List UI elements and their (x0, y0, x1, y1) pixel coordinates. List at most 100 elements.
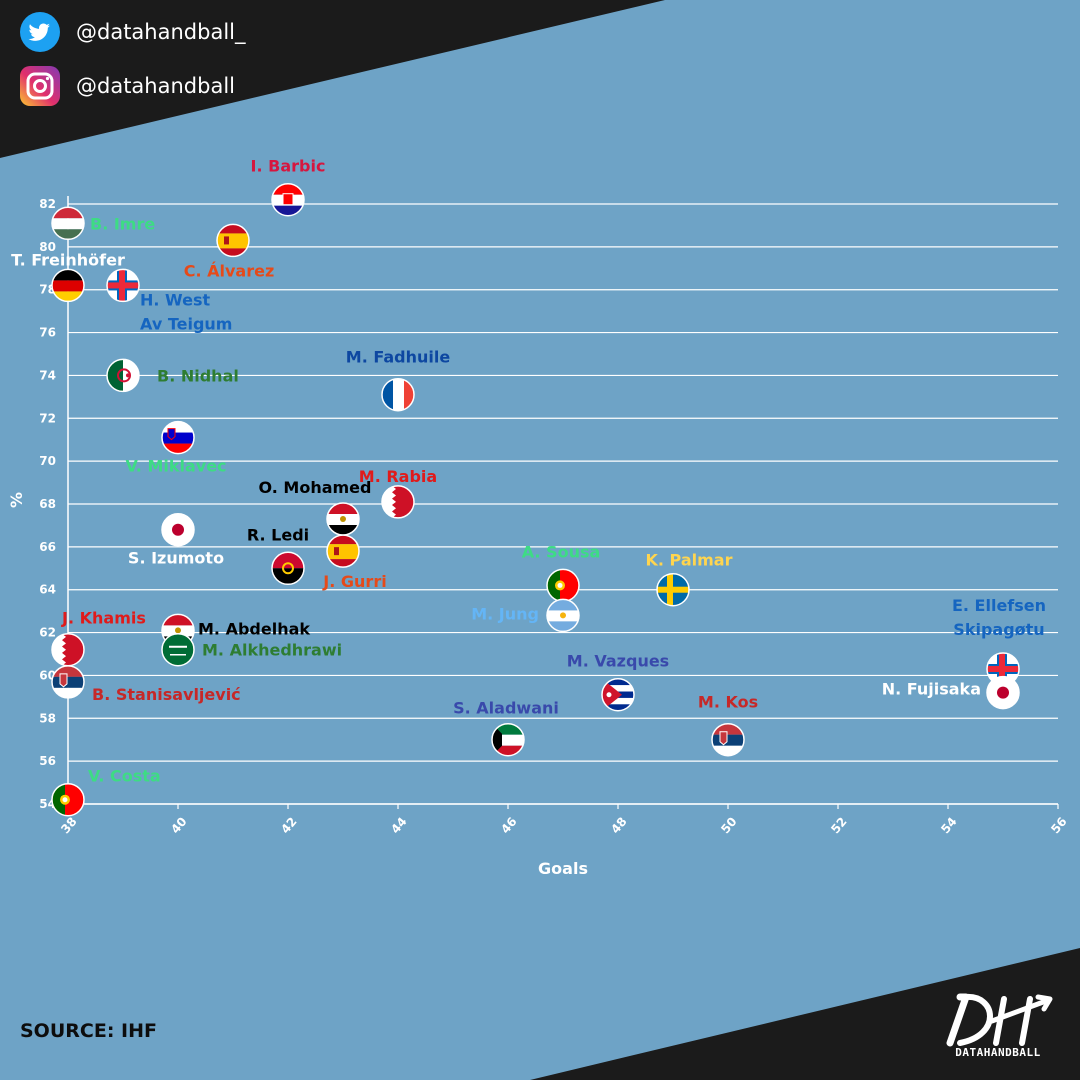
slovenia-flag-icon (162, 421, 194, 454)
player-point[interactable] (381, 485, 415, 519)
argentina-flag-icon (547, 599, 579, 632)
y-tick-label: 64 (39, 583, 56, 597)
player-point[interactable] (106, 268, 140, 303)
player-point[interactable] (51, 632, 85, 667)
grid-lines (68, 203, 1058, 805)
point-label: A. Sousa (522, 542, 601, 561)
point-label: N. Fujisaka (882, 680, 981, 699)
point-label: E. Ellefsen Skipagøtu (952, 596, 1046, 639)
point-label: B. Stanisavljević (92, 685, 241, 704)
datahandball-dh-logo[interactable] (938, 985, 1058, 1060)
player-point[interactable] (491, 722, 525, 757)
twitter-handle: @datahandball_ (76, 20, 246, 44)
point-label: V. Miklavec (125, 457, 226, 476)
angola-flag-icon (272, 552, 304, 585)
point-label: S. Aladwani (453, 699, 559, 718)
instagram-handle: @datahandball (76, 74, 235, 98)
x-tick-label: 40 (168, 815, 189, 837)
bahrain-flag-icon (52, 633, 84, 666)
point-label: S. Izumoto (128, 549, 224, 568)
japan-flag-icon (162, 513, 194, 546)
twitter-bird-icon (20, 12, 60, 52)
x-tick-label: 46 (498, 815, 519, 837)
source-note: SOURCE: IHF (20, 1020, 157, 1042)
player-point[interactable] (106, 358, 140, 393)
spain-flag-icon (327, 535, 359, 568)
portugal-flag-icon (547, 569, 579, 602)
egypt-flag-icon (327, 503, 359, 535)
hungary-flag-icon (52, 207, 84, 240)
point-label: M. Fadhuile (346, 348, 451, 367)
point-label: K. Palmar (646, 551, 733, 570)
player-point[interactable] (161, 632, 195, 667)
y-tick-label: 68 (39, 497, 56, 511)
y-tick-label: 82 (39, 197, 56, 211)
player-point[interactable] (216, 223, 250, 258)
player-point[interactable] (51, 268, 85, 303)
player-point[interactable] (601, 677, 635, 712)
y-tick-label: 56 (39, 754, 56, 768)
player-point[interactable] (711, 722, 745, 757)
x-tick-label: 44 (388, 815, 409, 837)
point-label: J. Khamis (61, 609, 146, 628)
player-point[interactable] (161, 512, 195, 547)
y-axis-title: % (7, 492, 26, 508)
point-label: B. Nidhal (157, 366, 239, 385)
y-tick-label: 58 (39, 711, 56, 725)
point-label: I. Barbic (251, 157, 326, 176)
instagram-handle-row[interactable]: @datahandball (20, 66, 235, 106)
x-tick-label: 54 (938, 815, 959, 837)
portugal-flag-icon (52, 783, 84, 816)
player-point[interactable] (326, 502, 360, 536)
x-tick-label: 52 (828, 815, 849, 837)
x-tick-label: 50 (718, 815, 739, 837)
faroe-flag-icon (107, 269, 139, 302)
serbia-flag-icon (52, 665, 84, 698)
player-point[interactable] (51, 665, 85, 699)
saudi-flag-icon (162, 633, 194, 666)
player-point[interactable] (986, 675, 1020, 710)
player-point[interactable] (381, 377, 415, 412)
algeria-flag-icon (107, 359, 139, 392)
player-point[interactable] (546, 568, 580, 603)
top-left-corner-band (0, 0, 665, 158)
point-label: C. Álvarez (184, 261, 275, 280)
player-point[interactable] (51, 206, 85, 241)
y-tick-label: 80 (39, 240, 56, 254)
data-points: I. Barbic B. Imre C. Álvarez T. Freinhöfer H… (11, 157, 1046, 817)
player-point[interactable] (271, 182, 305, 217)
point-label: M. Kos (698, 693, 758, 712)
point-label: R. Ledi (247, 525, 309, 544)
bahrain-flag-icon (382, 485, 414, 518)
cuba-flag-icon (602, 678, 634, 711)
point-label: V. Costa (88, 767, 161, 786)
germany-flag-icon (52, 269, 84, 302)
spain-flag-icon (217, 224, 249, 257)
instagram-icon (20, 66, 60, 106)
point-label: M. Rabia (359, 467, 437, 486)
player-point[interactable] (271, 551, 305, 586)
player-point[interactable] (161, 420, 195, 455)
serbia-flag-icon (712, 723, 744, 756)
x-axis-title: Goals (538, 859, 588, 878)
point-label: O. Mohamed (259, 478, 372, 497)
twitter-handle-row[interactable]: @datahandball_ (20, 12, 246, 52)
player-point[interactable] (546, 598, 580, 633)
france-flag-icon (382, 378, 414, 411)
brand-name: DATAHANDBALL (955, 1046, 1041, 1059)
player-point[interactable] (656, 572, 690, 607)
point-label: M. Vazques (567, 652, 669, 671)
y-tick-label: 72 (39, 411, 56, 425)
player-point[interactable] (326, 534, 360, 568)
y-tick-label: 62 (39, 626, 56, 640)
x-tick-label: 38 (58, 815, 79, 837)
japan-flag-icon (987, 676, 1019, 709)
x-tick-label: 48 (608, 815, 629, 837)
player-point[interactable] (51, 782, 85, 817)
point-label: M. Jung (471, 604, 539, 623)
point-label: H. West Av Teigum (140, 290, 232, 333)
point-label: J. Gurri (322, 572, 386, 591)
